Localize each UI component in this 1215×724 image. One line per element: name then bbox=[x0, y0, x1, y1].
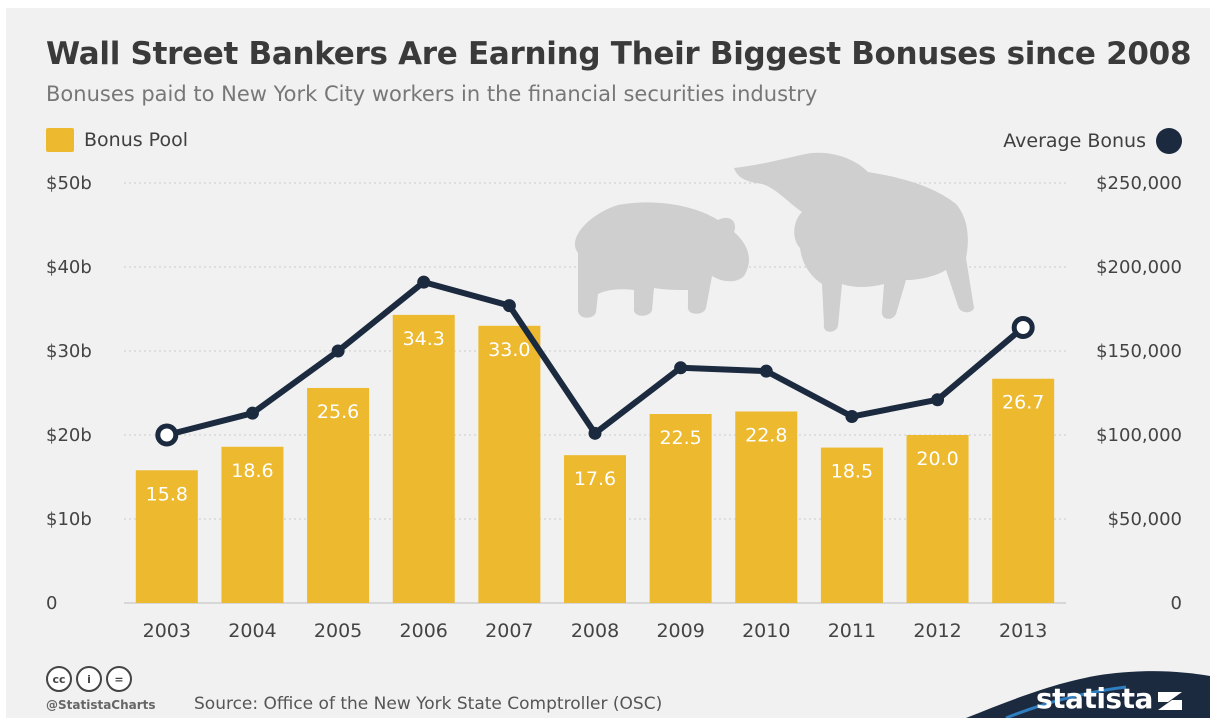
average-bonus-point bbox=[1011, 315, 1035, 339]
legend-bonus-pool-label: Bonus Pool bbox=[84, 129, 188, 151]
x-tick-label: 2005 bbox=[314, 620, 362, 642]
bar-value-label: 17.6 bbox=[574, 468, 616, 490]
statista-brand[interactable]: statista bbox=[1036, 682, 1153, 715]
legend-average-bonus-label: Average Bonus bbox=[1003, 130, 1146, 152]
average-bonus-point bbox=[331, 344, 345, 358]
right-tick-label: $100,000 bbox=[1096, 425, 1182, 446]
right-tick-label: 0 bbox=[1171, 593, 1182, 614]
average-bonus-point bbox=[245, 406, 259, 420]
left-tick-label: $10b bbox=[46, 509, 92, 530]
chart-area: 0 $10b $20b $30b $40b $50b 0 $50,000 $100,000 $1… bbox=[46, 152, 1182, 642]
bar bbox=[820, 447, 883, 603]
bar bbox=[649, 414, 712, 603]
cc-icon: cc bbox=[46, 666, 72, 692]
average-bonus-point bbox=[155, 423, 179, 447]
average-bonus-point bbox=[417, 275, 431, 289]
legend-bonus-pool: Bonus Pool bbox=[46, 128, 188, 152]
bull-icon bbox=[734, 152, 974, 332]
left-tick-label: $40b bbox=[46, 257, 92, 278]
statista-logo-icon bbox=[1158, 692, 1182, 710]
statista-handle[interactable]: @StatistaCharts bbox=[46, 698, 156, 712]
left-tick-label: $20b bbox=[46, 425, 92, 446]
x-tick-label: 2006 bbox=[400, 620, 448, 642]
bar-value-label: 18.5 bbox=[831, 461, 873, 483]
average-bonus-point bbox=[674, 361, 688, 375]
nd-icon: = bbox=[106, 666, 132, 692]
bar-value-label: 26.7 bbox=[1002, 392, 1044, 414]
left-tick-label: $50b bbox=[46, 173, 92, 194]
bar-value-labels: 15.8 18.6 25.6 34.3 33.0 17.6 22.5 22.8 18.5 20.0… bbox=[146, 328, 1045, 505]
by-icon: i bbox=[76, 666, 102, 692]
right-tick-label: $50,000 bbox=[1108, 509, 1182, 530]
x-tick-label: 2013 bbox=[999, 620, 1047, 642]
x-tick-label: 2003 bbox=[143, 620, 191, 642]
bar bbox=[392, 314, 455, 603]
x-tick-label: 2012 bbox=[913, 620, 961, 642]
bar bbox=[478, 325, 541, 603]
right-tick-label: $250,000 bbox=[1096, 173, 1182, 194]
bar-value-label: 34.3 bbox=[403, 328, 445, 350]
bar bbox=[135, 470, 198, 603]
bear-bull-illustration bbox=[574, 152, 974, 332]
x-tick-label: 2011 bbox=[828, 620, 876, 642]
x-tick-label: 2008 bbox=[571, 620, 619, 642]
x-tick-label: 2010 bbox=[742, 620, 790, 642]
right-tick-label: $150,000 bbox=[1096, 341, 1182, 362]
average-bonus-line bbox=[155, 275, 1035, 447]
left-tick-label: $30b bbox=[46, 341, 92, 362]
x-axis: 2003 2004 2005 2006 2007 2008 2009 2010 2011 2012… bbox=[143, 620, 1048, 642]
bar-value-label: 20.0 bbox=[916, 448, 958, 470]
chart-title: Wall Street Bankers Are Earning Their Bi… bbox=[46, 36, 1192, 72]
bar-value-label: 22.5 bbox=[659, 427, 701, 449]
right-axis: 0 $50,000 $100,000 $150,000 $200,000 $250,000 bbox=[1096, 173, 1182, 614]
bar-value-label: 25.6 bbox=[317, 401, 359, 423]
chart-card: 0 $10b $20b $30b $40b $50b 0 $50,000 $100,000 $1… bbox=[6, 8, 1210, 718]
average-bonus-point bbox=[931, 393, 945, 407]
chart-subtitle: Bonuses paid to New York City workers in… bbox=[46, 82, 818, 106]
average-bonus-point bbox=[759, 364, 773, 378]
bar bbox=[992, 378, 1055, 603]
right-tick-label: $200,000 bbox=[1096, 257, 1182, 278]
license-icons: cc i = bbox=[46, 666, 132, 692]
left-axis: 0 $10b $20b $30b $40b $50b bbox=[46, 173, 92, 614]
bar bbox=[221, 446, 284, 603]
source-note: Source: Office of the New York State Com… bbox=[194, 694, 663, 714]
x-tick-label: 2007 bbox=[485, 620, 533, 642]
bear-icon bbox=[574, 202, 749, 318]
average-bonus-point bbox=[845, 410, 859, 424]
bar bbox=[564, 455, 626, 603]
legend-dot-swatch bbox=[1156, 128, 1182, 154]
bar bbox=[735, 411, 798, 603]
left-tick-label: 0 bbox=[46, 593, 57, 614]
legend-bar-swatch bbox=[46, 128, 74, 152]
average-bonus-point bbox=[588, 426, 602, 440]
bar bbox=[906, 435, 969, 603]
x-tick-label: 2009 bbox=[656, 620, 704, 642]
x-tick-label: 2004 bbox=[228, 620, 276, 642]
bar-value-label: 18.6 bbox=[231, 460, 273, 482]
bar bbox=[307, 387, 370, 603]
bar-value-label: 22.8 bbox=[745, 424, 787, 446]
bar-value-label: 33.0 bbox=[488, 339, 530, 361]
legend-average-bonus: Average Bonus bbox=[1003, 128, 1182, 154]
bars bbox=[135, 314, 1055, 603]
average-bonus-point bbox=[502, 299, 516, 313]
bar-value-label: 15.8 bbox=[146, 483, 188, 505]
brand-wave bbox=[966, 671, 1210, 718]
